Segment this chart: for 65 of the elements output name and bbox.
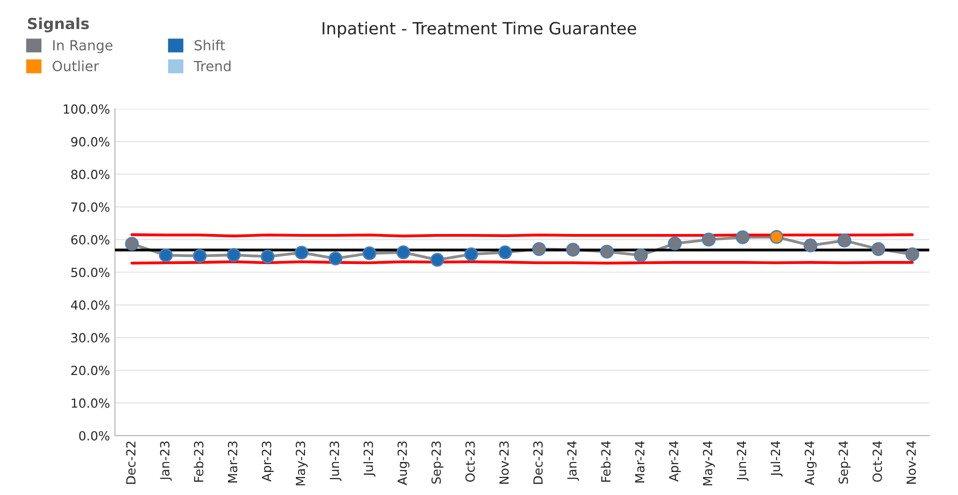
x-tick-label: Jan-23 [160, 441, 172, 481]
x-tick-label: May-23 [296, 441, 308, 486]
x-tick-label: Aug-23 [398, 441, 410, 486]
x-tick-label: Apr-23 [262, 441, 274, 482]
point [158, 248, 173, 262]
y-tick-label: 100.0% [64, 104, 110, 114]
legend-label: Shift [194, 40, 225, 50]
point [430, 252, 444, 267]
y-tick-label: 90.0% [71, 137, 110, 146]
point [362, 246, 376, 260]
point [396, 245, 410, 260]
x-tick-label: Oct-24 [872, 441, 882, 482]
point [464, 247, 478, 262]
point [226, 248, 241, 262]
x-tick-label: Feb-24 [600, 441, 611, 482]
point [905, 247, 920, 262]
point [736, 230, 750, 244]
point [702, 232, 716, 246]
x-tick-label: Sep-23 [431, 441, 444, 484]
y-tick-label: 0.0% [79, 431, 110, 441]
point [260, 250, 275, 264]
point [125, 236, 139, 251]
y-tick-label: 50.0% [71, 268, 110, 278]
point [192, 249, 207, 263]
x-tick-label: Apr-24 [668, 441, 681, 482]
x-tick-label: Dec-22 [126, 442, 136, 484]
point [294, 246, 308, 260]
point [871, 242, 886, 256]
x-tick-label: May-24 [702, 441, 715, 486]
x-tick-label: Jul-24 [770, 441, 783, 477]
y-tick-label: 70.0% [71, 202, 110, 212]
point [566, 242, 580, 257]
chart-title: Inpatient - Treatment Time Guarantee [322, 22, 636, 38]
y-tick-label: 60.0% [71, 235, 110, 245]
y-tick-label: 80.0% [71, 170, 110, 180]
x-tick-label: Jul-23 [363, 441, 376, 477]
legend-label: In Range [53, 40, 112, 54]
point [804, 238, 818, 252]
x-tick-label: Jan-24 [567, 441, 579, 481]
x-tick-label: Jun-23 [330, 441, 342, 482]
point [634, 248, 648, 262]
x-tick-label: Jun-24 [736, 441, 749, 482]
x-tick-label: Nov-23 [499, 441, 509, 484]
x-tick-label: Sep-24 [838, 441, 850, 484]
y-tick-label: 30.0% [71, 333, 110, 343]
legend-label: Trend [194, 60, 230, 72]
x-tick-label: Feb-23 [194, 441, 204, 482]
point [532, 242, 546, 256]
point [838, 234, 852, 248]
point [600, 244, 614, 259]
x-tick-label: Mar-23 [228, 441, 238, 482]
point [328, 252, 342, 266]
legend-title: Signals [28, 17, 89, 32]
x-tick-label: Oct-23 [465, 441, 475, 482]
x-tick-label: Aug-24 [804, 441, 817, 486]
x-tick-label: Mar-24 [635, 441, 644, 482]
x-tick-label: Nov-24 [906, 441, 916, 484]
legend-label: Outlier [52, 60, 100, 72]
y-tick-label: 40.0% [71, 300, 110, 310]
point [498, 245, 512, 260]
y-tick-label: 10.0% [72, 398, 110, 408]
point [668, 236, 682, 250]
y-tick-label: 20.0% [71, 366, 110, 376]
x-tick-label: Dec-23 [533, 441, 543, 484]
point [770, 230, 784, 244]
